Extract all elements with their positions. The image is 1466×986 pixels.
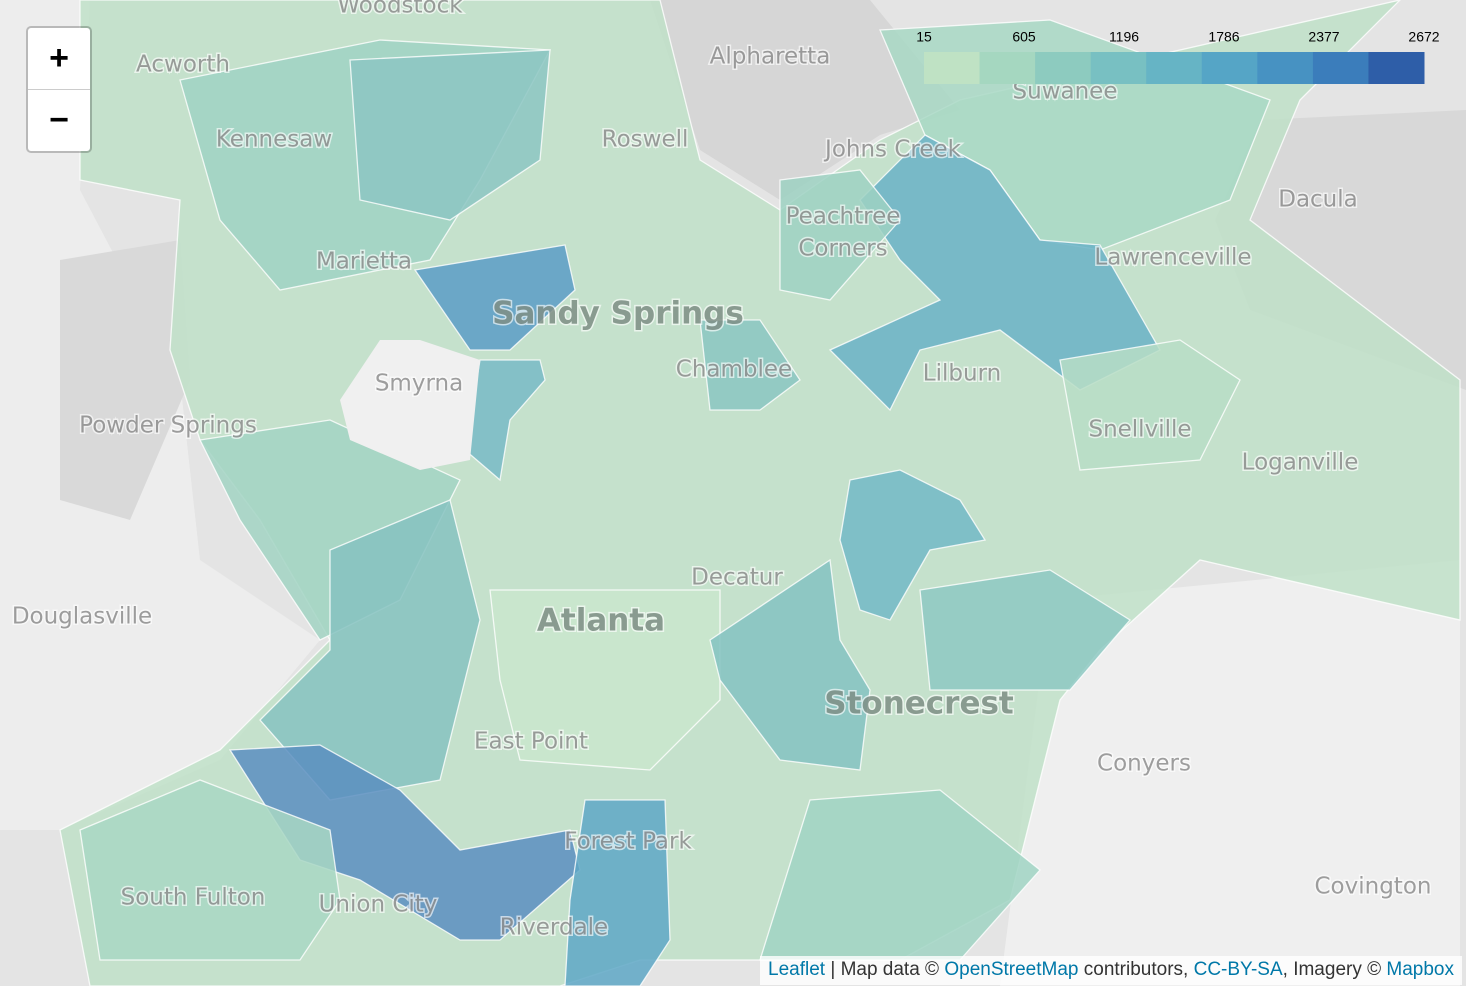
place-label: Kennesaw xyxy=(216,127,332,153)
place-label: Powder Springs xyxy=(79,413,257,439)
legend-swatch xyxy=(979,52,1036,84)
legend-label: 1196 xyxy=(1109,29,1139,45)
zoom-control: + − xyxy=(26,26,92,153)
urban-area xyxy=(60,240,190,520)
license-link[interactable]: CC-BY-SA xyxy=(1193,959,1283,980)
attribution-text: Map data © xyxy=(840,959,945,980)
mapbox-link[interactable]: Mapbox xyxy=(1386,959,1454,980)
place-label: Riverdale xyxy=(500,915,608,941)
legend-label: 605 xyxy=(1012,29,1036,45)
place-label: Smyrna xyxy=(375,371,463,397)
region[interactable] xyxy=(349,49,551,221)
legend-label: 1786 xyxy=(1208,29,1239,45)
legend-swatch xyxy=(924,52,981,84)
urban-area xyxy=(650,0,960,200)
attribution: Leaflet | Map data © OpenStreetMap contr… xyxy=(760,956,1462,985)
legend-swatch xyxy=(1368,52,1425,84)
zoom-out-button[interactable]: − xyxy=(28,89,90,151)
place-label: Douglasville xyxy=(12,604,152,630)
place-labels: Woodstock Acworth Alpharetta Suwanee Ken… xyxy=(10,0,1433,942)
legend: 15 605 1196 1786 2377 2672 xyxy=(916,29,1440,84)
zoom-in-button[interactable]: + xyxy=(49,39,69,77)
legend-swatch xyxy=(1312,52,1369,84)
region[interactable] xyxy=(839,469,987,621)
leaflet-link[interactable]: Leaflet xyxy=(768,959,826,980)
place-label: East Point xyxy=(474,729,588,755)
attribution-text: contributors, xyxy=(1078,959,1194,980)
region[interactable] xyxy=(779,169,901,301)
region[interactable] xyxy=(919,569,1131,691)
urban-area xyxy=(340,340,480,470)
place-label: Atlanta xyxy=(537,603,665,639)
place-label: Roswell xyxy=(602,127,689,153)
place-label: Stonecrest xyxy=(824,686,1014,722)
place-label: Lilburn xyxy=(923,361,1001,387)
legend-label: 2672 xyxy=(1408,29,1439,45)
place-label: Loganville xyxy=(1242,450,1359,476)
region[interactable] xyxy=(489,589,721,771)
region[interactable] xyxy=(828,134,1161,412)
place-label: Decatur xyxy=(691,565,783,591)
place-label: Acworth xyxy=(136,52,230,78)
region[interactable] xyxy=(1059,339,1241,471)
place-label: Corners xyxy=(798,236,887,262)
legend-swatch xyxy=(1201,52,1258,84)
place-label: Lawrenceville xyxy=(1094,245,1251,271)
region[interactable] xyxy=(413,244,576,351)
attribution-text: , Imagery © xyxy=(1282,959,1387,980)
place-label: Forest Park xyxy=(564,829,692,855)
land xyxy=(1000,560,1460,986)
place-label: Marietta xyxy=(316,249,412,275)
place-label: Conyers xyxy=(1097,751,1191,777)
place-label: Johns Creek xyxy=(823,137,962,163)
region[interactable] xyxy=(759,789,1041,961)
legend-swatch xyxy=(1257,52,1314,84)
place-label: Peachtree xyxy=(786,204,901,230)
region[interactable] xyxy=(79,779,341,961)
legend-label: 15 xyxy=(916,29,932,45)
place-label: South Fulton xyxy=(121,885,266,911)
legend-swatch xyxy=(1035,52,1092,84)
place-label: Snellville xyxy=(1088,417,1191,443)
osm-link[interactable]: OpenStreetMap xyxy=(944,959,1079,980)
region[interactable] xyxy=(564,799,671,986)
legend-label: 2377 xyxy=(1308,29,1339,45)
regions xyxy=(59,0,1461,986)
legend-swatch xyxy=(1146,52,1203,84)
place-label: Union City xyxy=(319,892,438,918)
place-label: Chamblee xyxy=(676,357,792,383)
place-label: Sandy Springs xyxy=(492,296,744,332)
place-label: Dacula xyxy=(1278,187,1358,213)
separator: | xyxy=(825,959,841,980)
place-label: Woodstock xyxy=(337,0,463,19)
region[interactable] xyxy=(709,558,871,771)
legend-swatch xyxy=(1090,52,1147,84)
place-label: Alpharetta xyxy=(710,44,831,70)
place-label: Covington xyxy=(1315,874,1432,900)
region[interactable] xyxy=(699,319,801,411)
